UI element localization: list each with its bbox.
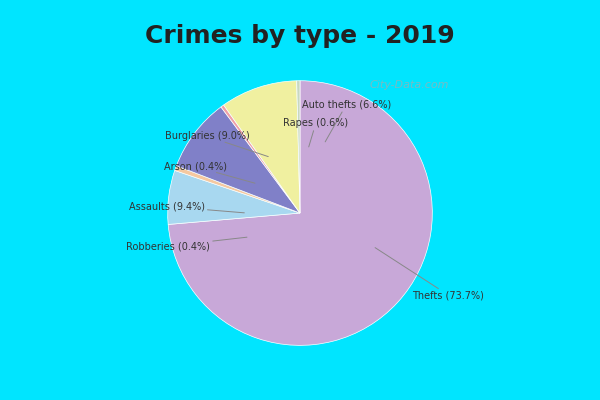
Text: Rapes (0.6%): Rapes (0.6%) xyxy=(283,118,349,147)
Text: Auto thefts (6.6%): Auto thefts (6.6%) xyxy=(302,100,391,142)
Wedge shape xyxy=(175,166,300,213)
Text: Robberies (0.4%): Robberies (0.4%) xyxy=(126,237,247,251)
Wedge shape xyxy=(167,170,300,224)
Wedge shape xyxy=(176,107,300,213)
Text: City-Data.com: City-Data.com xyxy=(370,80,449,90)
Text: Burglaries (9.0%): Burglaries (9.0%) xyxy=(165,131,268,157)
Text: Thefts (73.7%): Thefts (73.7%) xyxy=(375,248,484,300)
Text: Assaults (9.4%): Assaults (9.4%) xyxy=(129,202,244,213)
Text: Arson (0.4%): Arson (0.4%) xyxy=(164,162,255,183)
Wedge shape xyxy=(221,105,300,213)
Wedge shape xyxy=(224,81,300,213)
Wedge shape xyxy=(296,81,300,213)
Wedge shape xyxy=(168,81,433,345)
Title: Crimes by type - 2019: Crimes by type - 2019 xyxy=(145,24,455,48)
